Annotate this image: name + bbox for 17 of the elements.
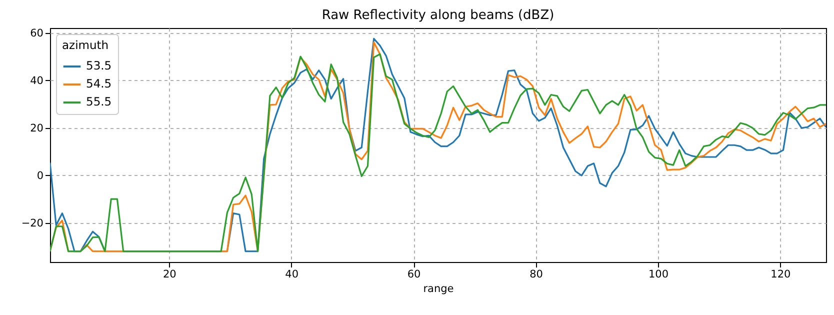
legend-label: 54.5	[86, 76, 112, 90]
y-tick-label: −20	[21, 217, 44, 230]
x-tick-label: 40	[285, 268, 299, 280]
x-tick-label: 80	[530, 268, 543, 280]
y-tick-label: 40	[30, 74, 44, 87]
legend-label: 53.5	[86, 58, 112, 72]
x-tick-label: 20	[162, 268, 176, 280]
legend-title: azimuth	[62, 38, 109, 52]
y-tick-label: 0	[36, 170, 44, 182]
x-tick-label: 120	[770, 268, 791, 280]
chart-title: Raw Reflectivity along beams (dBZ)	[322, 8, 554, 23]
x-tick-label: 100	[648, 268, 668, 280]
y-tick-label: 20	[30, 122, 44, 134]
y-tick-label: 60	[30, 27, 44, 40]
x-tick-label: 60	[407, 268, 421, 280]
x-axis-title: range	[423, 283, 454, 295]
legend-label: 55.5	[86, 94, 112, 108]
